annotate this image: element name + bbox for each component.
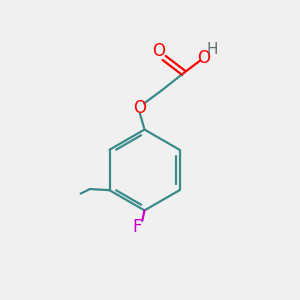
- Text: H: H: [207, 42, 218, 57]
- Text: O: O: [134, 99, 146, 117]
- Text: O: O: [152, 42, 165, 60]
- Text: O: O: [197, 49, 210, 67]
- Text: F: F: [133, 218, 142, 236]
